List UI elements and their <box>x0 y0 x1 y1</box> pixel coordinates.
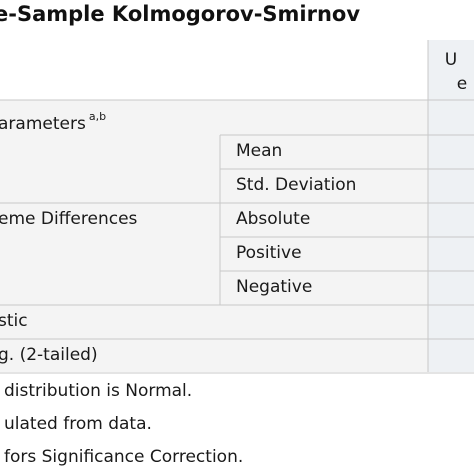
row-group-label: arameters <box>0 114 86 134</box>
table-title: e-Sample Kolmogorov-Smirnov <box>0 2 360 26</box>
footnote: fors Significance Correction. <box>4 447 243 467</box>
footnote: distribution is Normal. <box>4 381 192 401</box>
value-column <box>428 40 474 372</box>
row-label: Mean <box>236 141 282 161</box>
row-group-label: stic <box>0 311 28 331</box>
row-label: Negative <box>236 277 312 297</box>
row-label: Absolute <box>236 209 310 229</box>
row-group-label: g. (2-tailed) <box>0 345 98 365</box>
row-label: Std. Deviation <box>236 175 356 195</box>
footnote-marker: a,b <box>89 110 106 123</box>
row-label: Positive <box>236 243 302 263</box>
footnote: ulated from data. <box>4 414 152 434</box>
table-body <box>0 100 474 372</box>
column-header: U <box>445 50 457 70</box>
column-header: e <box>457 74 467 94</box>
row-group-label: eme Differences <box>0 209 138 229</box>
